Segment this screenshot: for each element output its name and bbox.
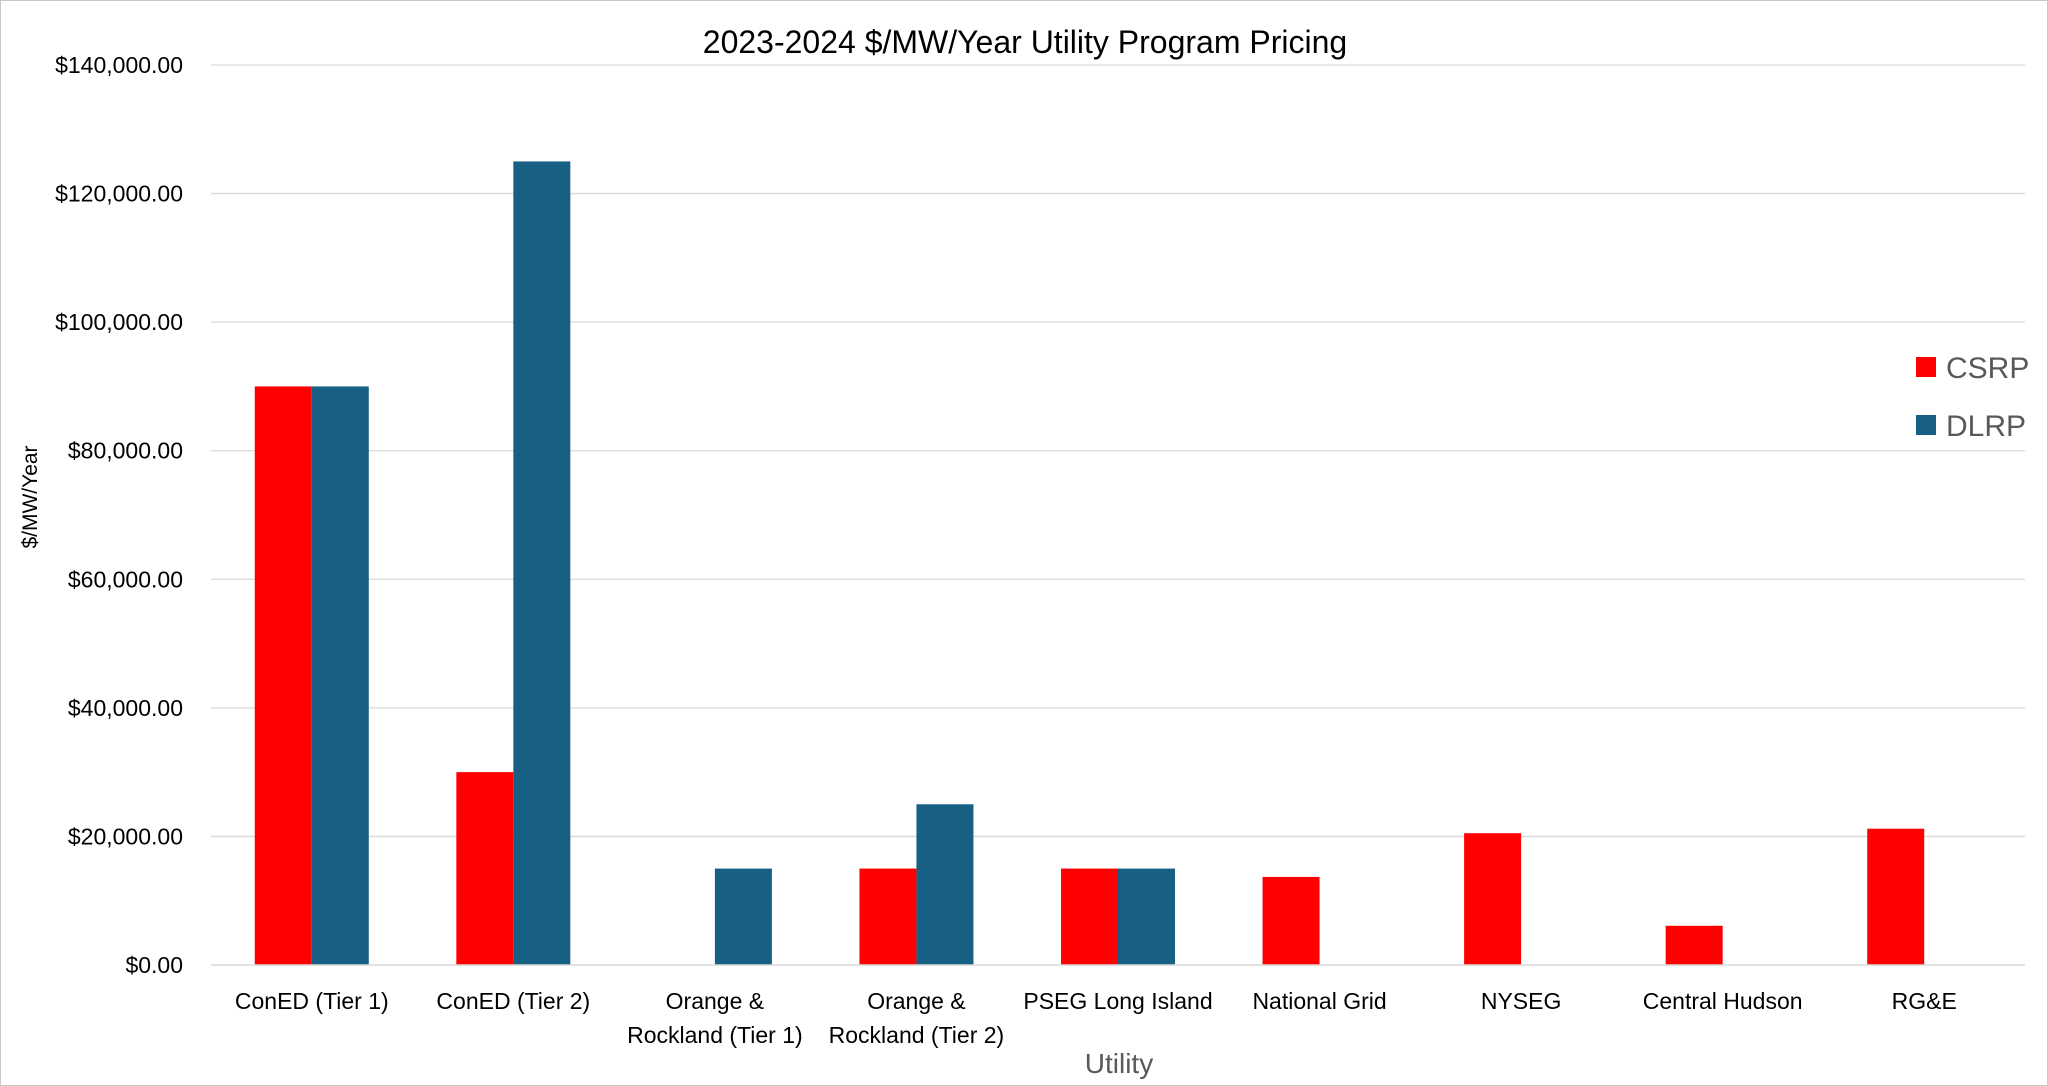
- legend: CSRP DLRP: [1916, 352, 2029, 443]
- legend-swatch-csrp: [1916, 357, 1936, 377]
- bar-dlrp: [1118, 868, 1175, 965]
- y-tick-labels: $0.00 $20,000.00 $40,000.00 $60,000.00 $80,0…: [55, 52, 183, 978]
- bar-csrp: [1061, 868, 1118, 965]
- bar-dlrp: [916, 804, 974, 965]
- legend-label-dlrp: DLRP: [1946, 410, 2026, 443]
- bar-csrp: [1464, 833, 1522, 965]
- gridlines: [211, 64, 2025, 838]
- y-tick-label: $120,000.00: [55, 181, 183, 207]
- y-tick-label: $0.00: [125, 952, 183, 978]
- legend-swatch-dlrp: [1916, 415, 1936, 435]
- bar-dlrp: [513, 161, 571, 965]
- y-axis-title: $/MW/Year: [19, 445, 42, 548]
- y-tick-label: $20,000.00: [68, 823, 183, 849]
- legend-label-csrp: CSRP: [1946, 352, 2029, 385]
- x-axis-title: Utility: [1085, 1048, 1153, 1079]
- bar-csrp: [1665, 925, 1723, 965]
- y-tick-label: $40,000.00: [68, 695, 183, 721]
- y-tick-label: $100,000.00: [55, 309, 183, 335]
- y-tick-label: $140,000.00: [55, 52, 183, 78]
- x-tick-label: Central Hudson: [1643, 988, 1803, 1014]
- bar-csrp: [456, 772, 514, 965]
- bar-csrp: [859, 868, 917, 965]
- x-tick-label: ConED (Tier 1): [235, 988, 389, 1014]
- bars: [254, 161, 1925, 965]
- bar-dlrp: [714, 868, 772, 965]
- x-tick-label: Orange &: [666, 988, 764, 1014]
- x-tick-label: Rockland (Tier 2): [829, 1022, 1005, 1048]
- x-tick-label: NYSEG: [1481, 988, 1562, 1014]
- x-tick-label: Rockland (Tier 1): [627, 1022, 803, 1048]
- x-tick-label: RG&E: [1892, 988, 1957, 1014]
- x-tick-label: Orange &: [867, 988, 965, 1014]
- x-tick-label: PSEG Long Island: [1023, 988, 1212, 1014]
- x-tick-label: ConED (Tier 2): [436, 988, 590, 1014]
- bar-csrp: [1867, 828, 1925, 965]
- x-tick-labels: ConED (Tier 1) ConED (Tier 2) Orange & Rock…: [235, 988, 1957, 1048]
- y-tick-label: $80,000.00: [68, 438, 183, 464]
- x-tick-label: National Grid: [1252, 988, 1386, 1014]
- bar-csrp: [1262, 876, 1320, 965]
- chart-title: 2023-2024 $/MW/Year Utility Program Pric…: [703, 24, 1347, 60]
- bar-csrp: [254, 386, 312, 965]
- y-tick-label: $60,000.00: [68, 566, 183, 592]
- bar-dlrp: [311, 386, 369, 965]
